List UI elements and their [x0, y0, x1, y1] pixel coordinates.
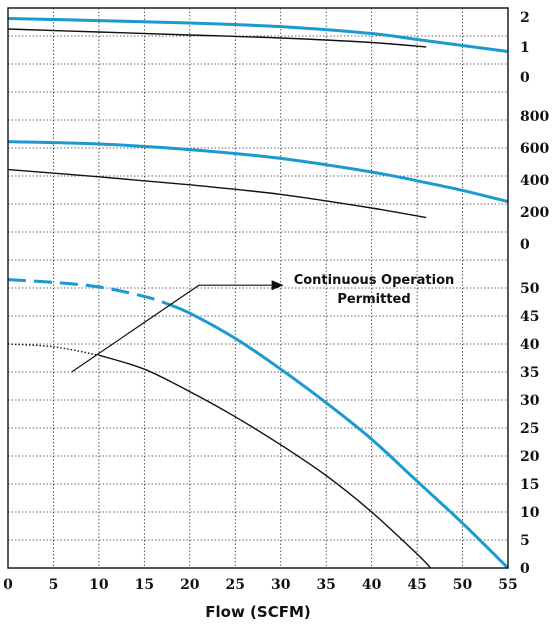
- y-tick-label: 0: [520, 561, 530, 577]
- x-tick-label: 30: [271, 577, 291, 593]
- x-tick-labels: 0 5 10 15 20 25 30 35 40 45 50 55: [3, 577, 518, 593]
- y-tick-label: 20: [520, 449, 540, 465]
- x-tick-label: 20: [180, 577, 200, 593]
- bottom-blue-curve-1: [161, 300, 510, 570]
- y-tick-label: 5: [520, 533, 530, 549]
- y-tick-label: 15: [520, 477, 539, 493]
- y-tick-label: 1: [520, 40, 530, 56]
- x-tick-label: 40: [362, 577, 382, 593]
- annotation-line-1: Continuous Operation: [294, 273, 455, 288]
- plot-border: [7, 7, 509, 569]
- y-tick-label: 40: [520, 337, 540, 353]
- y-tick-label: 600: [520, 141, 549, 157]
- annotation: Continuous Operation Permitted: [71, 273, 455, 373]
- x-tick-label: 25: [226, 577, 245, 593]
- y-tick-label: 10: [520, 505, 540, 521]
- y-tick-label: 2: [520, 10, 530, 26]
- grid: [8, 8, 508, 568]
- middle-blue-curve-0: [7, 140, 509, 204]
- y-tick-label: 35: [520, 365, 539, 381]
- bottom-black-curve-2: [7, 343, 100, 356]
- x-tick-label: 55: [498, 577, 517, 593]
- x-tick-label: 50: [453, 577, 473, 593]
- y-tick-label: 45: [520, 309, 539, 325]
- x-tick-label: 0: [3, 577, 13, 593]
- y-tick-label: 0: [520, 237, 530, 253]
- top-blue-curve-0: [7, 17, 509, 53]
- x-tick-label: 5: [49, 577, 59, 593]
- x-axis-label: Flow (SCFM): [205, 603, 310, 621]
- y-tick-label: 800: [520, 109, 549, 125]
- curves: [7, 17, 510, 570]
- annotation-arrow: [71, 284, 272, 373]
- annotation-line-2: Permitted: [337, 292, 410, 307]
- y-tick-label: 30: [520, 393, 540, 409]
- x-tick-label: 10: [89, 577, 109, 593]
- bottom-black-curve-3: [98, 354, 432, 569]
- top-black-curve-1: [7, 28, 427, 48]
- y-tick-label: 200: [520, 205, 549, 221]
- x-tick-label: 15: [135, 577, 154, 593]
- x-tick-label: 45: [407, 577, 426, 593]
- y-tick-label: 50: [520, 281, 540, 297]
- arrow-head: [271, 280, 284, 291]
- bottom-blue-curve-0: [7, 278, 163, 304]
- y-tick-label: 0: [520, 70, 530, 86]
- x-tick-label: 35: [316, 577, 335, 593]
- y-tick-label: 400: [520, 173, 549, 189]
- middle-black-curve-1: [7, 168, 427, 219]
- y-tick-label: 25: [520, 421, 539, 437]
